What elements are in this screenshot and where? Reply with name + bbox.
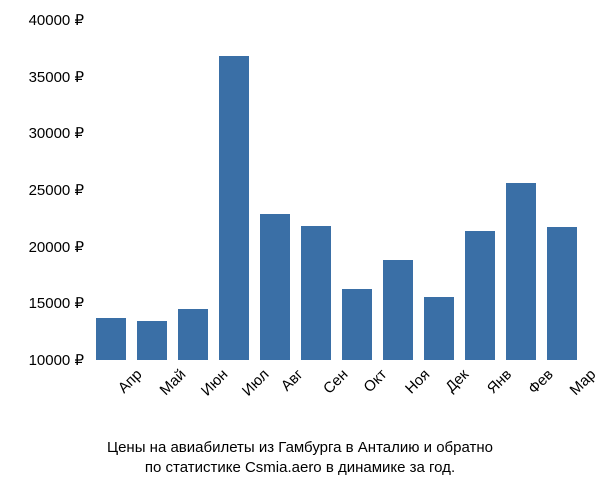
y-tick-label: 35000 ₽ [29, 68, 84, 86]
x-tick-label: Апр [115, 366, 146, 397]
y-tick-label: 40000 ₽ [29, 11, 84, 29]
bar [96, 318, 126, 360]
bar [342, 289, 372, 360]
price-chart: 10000 ₽ 15000 ₽ 20000 ₽ 25000 ₽ 30000 ₽ 35000… [0, 0, 600, 500]
x-tick-label: Янв [484, 366, 515, 397]
bar [219, 56, 249, 360]
x-tick-label: Фев [525, 366, 557, 398]
x-tick-label: Июн [198, 366, 231, 399]
x-tick-label: Авг [278, 366, 307, 395]
y-tick-label: 15000 ₽ [29, 294, 84, 312]
bar [506, 183, 536, 360]
y-tick-label: 20000 ₽ [29, 238, 84, 256]
x-tick-label: Сен [320, 366, 351, 397]
x-tick-label: Май [157, 366, 190, 399]
y-tick-label: 25000 ₽ [29, 181, 84, 199]
caption-line-1: Цены на авиабилеты из Гамбурга в Анталию… [0, 438, 600, 458]
bar [465, 231, 495, 360]
bar [383, 260, 413, 360]
x-tick-label: Мар [567, 366, 600, 399]
plot-area [90, 20, 580, 360]
y-axis: 10000 ₽15000 ₽20000 ₽25000 ₽30000 ₽35000… [0, 20, 90, 360]
x-axis: АпрМайИюнИюлАвгСенОктНояДекЯнвФевМар [90, 360, 580, 420]
bar [424, 297, 454, 360]
bar [547, 227, 577, 360]
x-tick-label: Окт [360, 366, 390, 396]
y-tick-label: 30000 ₽ [29, 124, 84, 142]
bar [301, 226, 331, 360]
y-tick-label: 10000 ₽ [29, 351, 84, 369]
bar [260, 214, 290, 360]
bar [178, 309, 208, 360]
caption-line-2: по статистике Csmia.aero в динамике за г… [0, 458, 600, 478]
x-tick-label: Ноя [402, 366, 433, 397]
x-tick-label: Июл [239, 366, 273, 400]
x-tick-label: Дек [442, 366, 472, 396]
chart-caption: Цены на авиабилеты из Гамбурга в Анталию… [0, 438, 600, 479]
bar [137, 321, 167, 360]
